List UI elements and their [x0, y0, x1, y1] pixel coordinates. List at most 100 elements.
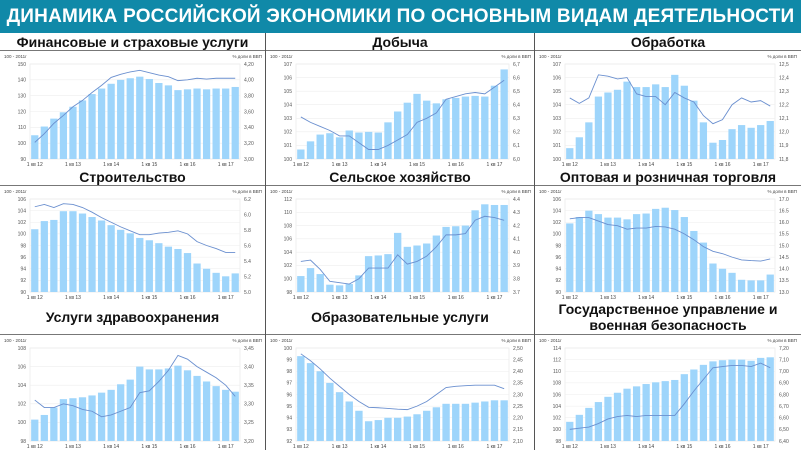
right-tick-label: 4.0 — [513, 250, 520, 256]
x-tick-label: 1 кв 13 — [600, 444, 616, 450]
bar — [585, 122, 593, 159]
left-axis-caption: 100 - 2011г — [4, 338, 27, 343]
bar — [461, 96, 470, 159]
bar — [661, 87, 669, 159]
bar — [231, 391, 239, 441]
bar — [500, 204, 508, 292]
left-tick-label: 104 — [284, 250, 293, 256]
bar — [364, 421, 373, 441]
x-tick-label: 1 кв 15 — [676, 162, 692, 168]
bar — [575, 217, 583, 292]
bar — [145, 240, 153, 292]
bar — [78, 213, 87, 292]
bar — [306, 141, 315, 159]
right-tick-label: 2,20 — [513, 416, 523, 422]
x-tick-label: 1 кв 12 — [293, 295, 309, 301]
x-tick-label: 1 кв 15 — [141, 444, 157, 450]
left-axis-caption: 100 - 2011г — [270, 54, 293, 59]
bar — [59, 112, 68, 159]
left-tick-label: 90 — [20, 157, 26, 163]
right-tick-label: 3,25 — [244, 420, 254, 426]
bar — [88, 94, 96, 159]
left-tick-label: 96 — [555, 255, 561, 261]
right-tick-label: 17.0 — [779, 197, 789, 203]
left-tick-label: 96 — [20, 255, 26, 261]
bar — [50, 219, 58, 292]
bar — [728, 359, 736, 441]
bar — [623, 219, 631, 292]
right-tick-label: 5.6 — [244, 243, 251, 249]
right-tick-label: 7,00 — [779, 369, 789, 375]
left-tick-label: 102 — [18, 402, 27, 408]
bar — [174, 365, 182, 441]
right-tick-label: 12,0 — [779, 130, 789, 136]
bar — [183, 370, 192, 441]
left-tick-label: 94 — [286, 416, 292, 422]
right-tick-label: 3,00 — [244, 157, 254, 163]
left-tick-label: 105 — [284, 89, 293, 95]
bar — [306, 268, 315, 292]
left-axis-caption: 100 - 2011г — [270, 189, 293, 194]
right-tick-label: 3,40 — [244, 364, 254, 370]
right-tick-label: 2,40 — [513, 369, 523, 375]
x-tick-label: 1 кв 17 — [753, 295, 769, 301]
right-tick-label: 13.0 — [779, 290, 789, 296]
left-axis-caption: 100 - 2011г — [539, 54, 562, 59]
bar — [699, 242, 708, 292]
left-tick-label: 102 — [284, 263, 293, 269]
bar — [31, 229, 39, 292]
right-axis-caption: % доли в ВВП — [232, 189, 262, 194]
right-tick-label: 4.2 — [513, 223, 520, 229]
bar — [316, 134, 324, 159]
right-tick-label: 6,3 — [513, 116, 520, 122]
bar — [680, 374, 688, 441]
right-tick-label: 3,30 — [244, 402, 254, 408]
bar — [652, 208, 660, 292]
right-tick-label: 6,50 — [779, 427, 789, 433]
bar — [326, 382, 334, 441]
x-tick-label: 1 кв 15 — [409, 295, 425, 301]
right-tick-label: 12,2 — [779, 103, 789, 109]
bar — [374, 255, 382, 292]
bar — [423, 100, 431, 159]
chart-svg: 100 - 2011г % доли в ВВП 98 100 102 104 106 108… — [270, 189, 531, 301]
bar — [126, 78, 134, 159]
left-tick-label: 104 — [18, 383, 27, 389]
x-tick-label: 1 кв 17 — [218, 162, 234, 168]
right-tick-label: 7,20 — [779, 346, 789, 352]
left-tick-label: 100 — [553, 157, 562, 163]
chart-svg: 100 - 2011г % доли в ВВП 90 92 94 96 98 100 102 1… — [539, 189, 797, 301]
right-axis-caption: % доли в ВВП — [767, 338, 797, 343]
right-tick-label: 2,10 — [513, 439, 523, 445]
chart-panel: Сельское хозяйство 100 - 2011г % доли в ВВ… — [266, 168, 535, 301]
bar — [345, 130, 353, 159]
bar — [222, 389, 230, 441]
bar — [393, 417, 402, 441]
chart-panel: Оптовая и розничная торговля 100 - 2011г%… — [535, 168, 801, 301]
bar — [403, 246, 412, 292]
bar — [136, 237, 144, 292]
bar — [594, 96, 603, 159]
bar — [212, 386, 220, 441]
right-tick-label: 3,60 — [244, 109, 254, 115]
left-tick-label: 100 — [284, 277, 293, 283]
x-tick-label: 1 кв 12 — [27, 444, 43, 450]
left-tick-label: 103 — [284, 116, 293, 122]
bar — [490, 204, 499, 292]
left-tick-label: 90 — [555, 290, 561, 296]
left-tick-label: 103 — [553, 116, 562, 122]
x-tick-label: 1 кв 15 — [676, 444, 692, 450]
bar — [699, 364, 708, 441]
bar — [757, 357, 765, 441]
left-tick-label: 90 — [20, 290, 26, 296]
bar — [403, 416, 412, 441]
right-tick-label: 4.4 — [513, 197, 520, 203]
bar — [355, 132, 363, 159]
left-tick-label: 96 — [286, 392, 292, 398]
bar — [709, 263, 717, 292]
bar — [500, 69, 508, 159]
bar — [471, 95, 479, 159]
bar — [193, 375, 201, 441]
left-tick-label: 102 — [553, 130, 562, 136]
bar — [690, 369, 698, 441]
